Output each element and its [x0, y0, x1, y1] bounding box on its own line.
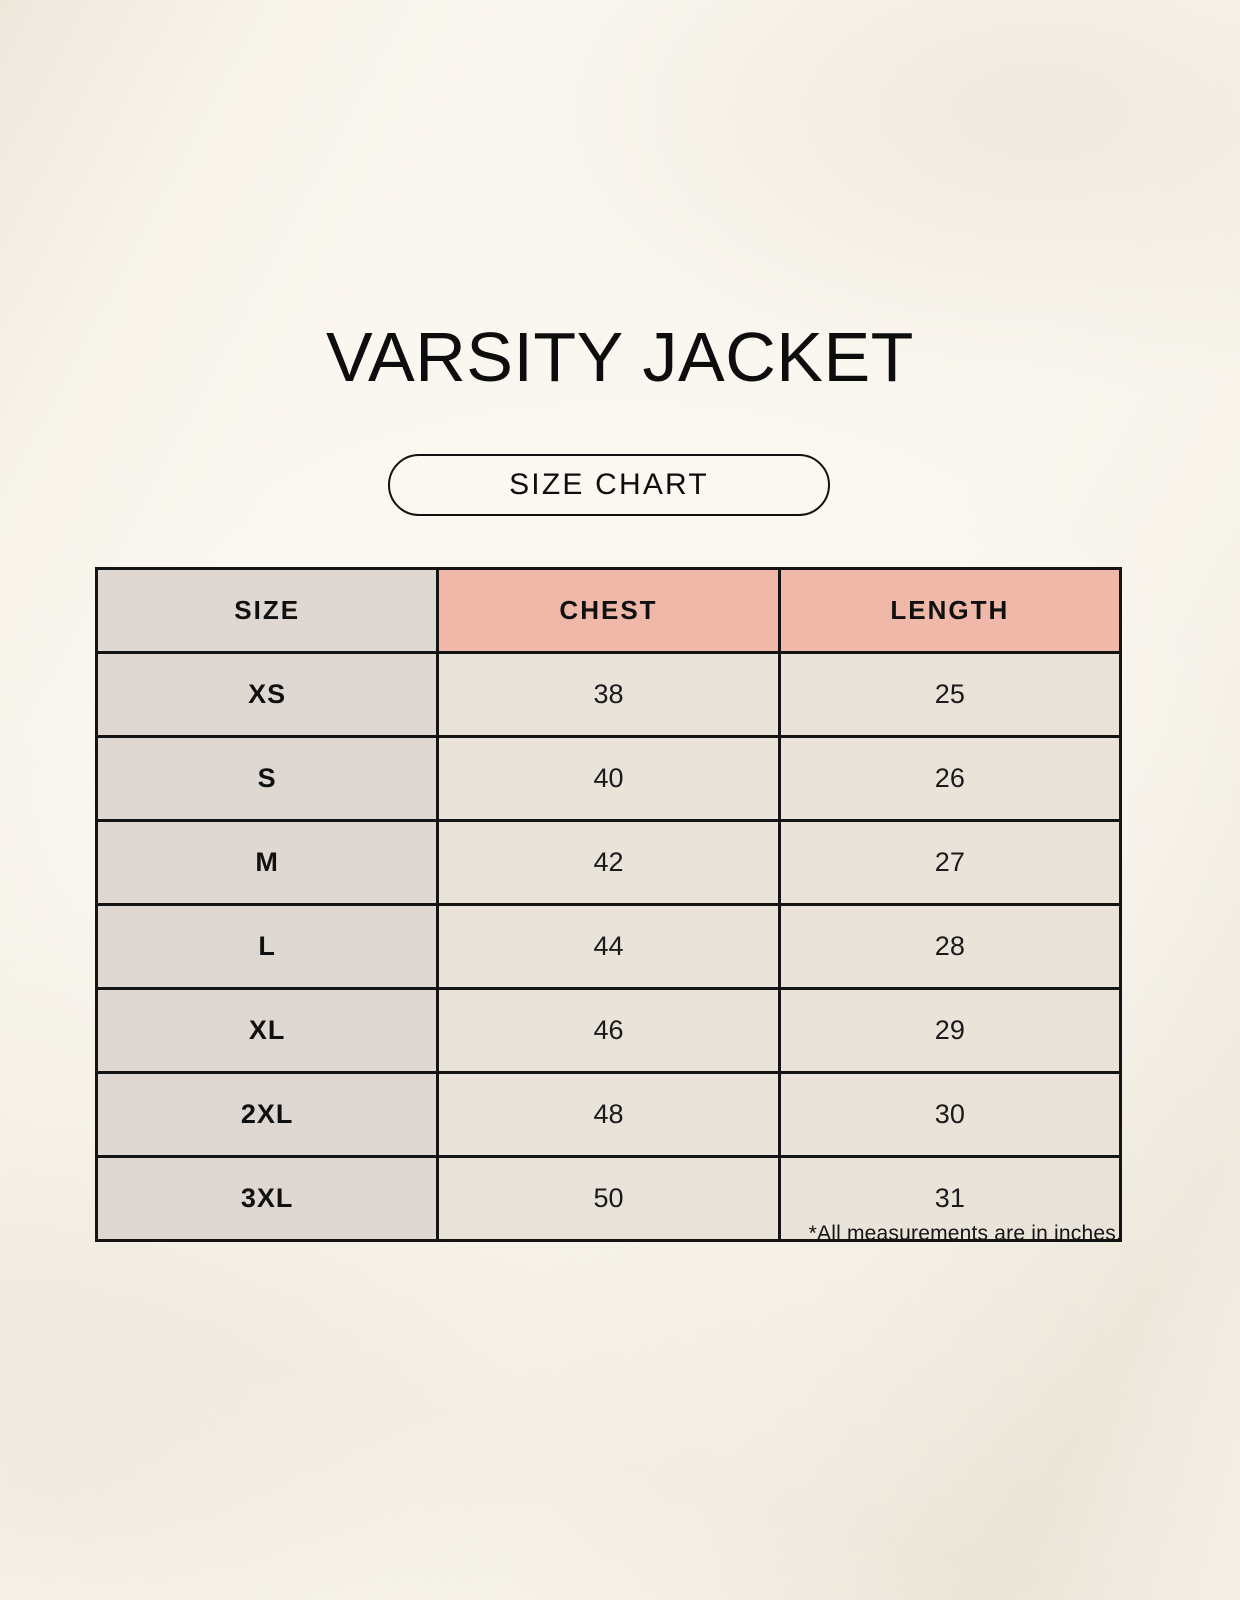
column-header-length: LENGTH — [777, 567, 1123, 654]
measurement-units-note: *All measurements are in inches. — [808, 1222, 1122, 1245]
cell-chest: 42 — [436, 819, 781, 906]
cell-length: 29 — [777, 987, 1123, 1074]
cell-size: XS — [94, 651, 440, 738]
table-row: M 42 27 — [94, 819, 1123, 906]
cell-length: 26 — [777, 735, 1123, 822]
cell-size: M — [94, 819, 440, 906]
table-row: S 40 26 — [94, 735, 1123, 822]
column-header-chest: CHEST — [436, 567, 781, 654]
cell-chest: 48 — [436, 1071, 781, 1158]
cell-size: L — [94, 903, 440, 990]
table-row: L 44 28 — [94, 903, 1123, 990]
cell-length: 31 — [777, 1155, 1123, 1242]
cell-chest: 44 — [436, 903, 781, 990]
table-row: 3XL 50 31 — [94, 1155, 1123, 1242]
cell-length: 27 — [777, 819, 1123, 906]
cell-chest: 40 — [436, 735, 781, 822]
column-header-size: SIZE — [94, 567, 440, 654]
size-chart-badge-label: SIZE CHART — [509, 468, 709, 501]
table-row: 2XL 48 30 — [94, 1071, 1123, 1158]
cell-size: S — [94, 735, 440, 822]
table-body: XS 38 25 S 40 26 M 42 27 L 44 28 XL 46 — [94, 651, 1123, 1242]
cell-length: 28 — [777, 903, 1123, 990]
table-row: XS 38 25 — [94, 651, 1123, 738]
cell-size: XL — [94, 987, 440, 1074]
cell-chest: 38 — [436, 651, 781, 738]
cell-length: 30 — [777, 1071, 1123, 1158]
size-chart-table: SIZE CHEST LENGTH XS 38 25 S 40 26 M 42 … — [94, 567, 1123, 1242]
table-row: XL 46 29 — [94, 987, 1123, 1074]
cell-size: 2XL — [94, 1071, 440, 1158]
cell-size: 3XL — [94, 1155, 440, 1242]
size-chart-badge: SIZE CHART — [388, 454, 830, 516]
page-title: VARSITY JACKET — [326, 318, 914, 396]
table-header-row: SIZE CHEST LENGTH — [94, 567, 1123, 654]
cell-chest: 46 — [436, 987, 781, 1074]
cell-length: 25 — [777, 651, 1123, 738]
cell-chest: 50 — [436, 1155, 781, 1242]
